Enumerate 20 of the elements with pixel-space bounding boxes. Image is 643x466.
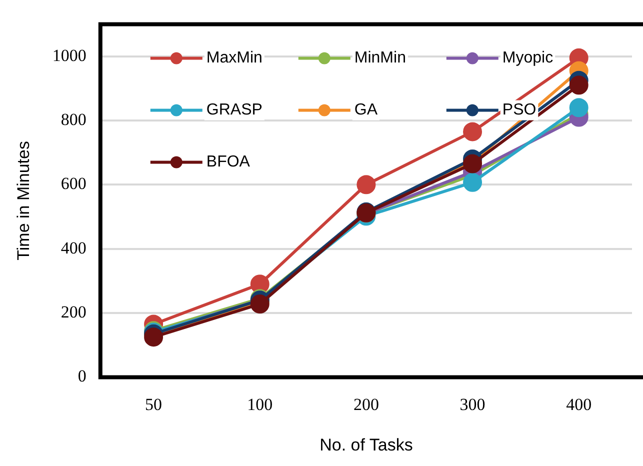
legend-label: MinMin [354,50,406,67]
x-tick-label: 200 [353,394,379,414]
legend-label: PSO [502,102,536,119]
y-tick-label: 800 [60,110,86,129]
x-tick-label: 400 [566,394,592,414]
x-tick-label: 300 [460,394,486,414]
legend-label: GRASP [206,102,262,119]
y-axis-title: Time in Minutes [14,141,33,260]
legend-label: GA [354,102,378,119]
legend-label: BFOA [206,154,250,171]
y-tick-label: 400 [60,238,86,258]
x-tick-label: 50 [145,394,162,414]
y-tick-label: 0 [78,366,86,386]
legend-label: MaxMin [206,50,262,67]
legend-label: Myopic [502,50,554,67]
x-tick-label: 100 [247,394,273,414]
x-axis-title: No. of Tasks [320,435,413,454]
y-tick-label: 600 [60,174,86,194]
y-tick-label: 1000 [52,46,86,65]
y-tick-label: 200 [60,302,86,322]
